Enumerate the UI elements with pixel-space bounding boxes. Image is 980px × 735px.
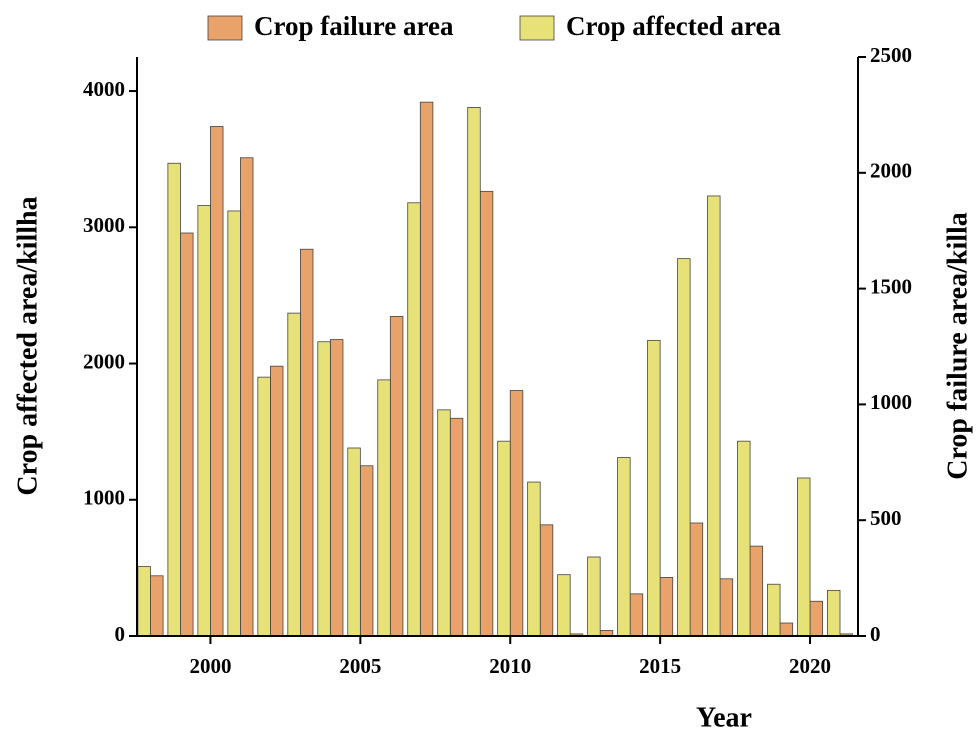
bar (617, 457, 631, 637)
x-tick-label: 2020 (789, 654, 831, 678)
legend-label: Crop affected area (566, 11, 781, 41)
bar (467, 107, 481, 637)
bar (257, 376, 271, 637)
bar (677, 258, 691, 637)
y2-tick-label: 0 (870, 622, 881, 646)
bar (497, 440, 511, 637)
x-tick-label: 2000 (189, 654, 231, 678)
y-tick-label: 0 (115, 622, 126, 646)
y2-axis-label: Crop failure area/killa (942, 212, 973, 480)
bar (167, 162, 181, 637)
bar (827, 589, 841, 637)
y2-tick-label: 1000 (870, 390, 912, 414)
y-tick-label: 2000 (83, 349, 125, 373)
x-tick-label: 2005 (339, 654, 381, 678)
bar (779, 622, 794, 637)
bar (527, 481, 541, 637)
y-tick-label: 4000 (83, 77, 125, 101)
bar (647, 339, 661, 637)
bar (347, 447, 361, 637)
bar (407, 202, 421, 637)
bar (509, 390, 524, 637)
legend-swatch (207, 15, 243, 41)
y2-tick-label: 2500 (870, 43, 912, 67)
y-tick-label: 1000 (83, 486, 125, 510)
bar (317, 341, 331, 637)
bar (797, 477, 811, 637)
bar (737, 440, 751, 637)
bar (210, 126, 224, 637)
bar (437, 409, 451, 637)
bar (557, 574, 571, 637)
bar (227, 210, 241, 637)
bar (419, 101, 434, 637)
bar (707, 195, 721, 637)
bar (389, 315, 404, 637)
bar (809, 600, 824, 637)
bar (240, 157, 254, 637)
bar (749, 545, 764, 637)
legend-swatch (519, 15, 555, 41)
bar (629, 593, 644, 637)
bar (767, 583, 781, 637)
bar (587, 556, 601, 637)
bar (659, 577, 674, 637)
bar (197, 205, 211, 637)
bar (449, 417, 464, 637)
y-axis-label: Crop affected area/killha (12, 196, 43, 495)
bar (270, 365, 284, 637)
bar (479, 190, 494, 637)
bar (329, 339, 344, 637)
bar (377, 379, 391, 637)
bar (359, 465, 374, 637)
x-tick-label: 2010 (489, 654, 531, 678)
bar (287, 312, 301, 637)
bar (539, 524, 554, 637)
y-tick-label: 3000 (83, 213, 125, 237)
y2-tick-label: 500 (870, 506, 902, 530)
x-axis-label: Year (696, 702, 752, 733)
legend-label: Crop failure area (254, 11, 454, 41)
bar (150, 575, 164, 637)
x-tick-label: 2015 (639, 654, 681, 678)
bar (719, 578, 734, 637)
bar (180, 232, 194, 637)
bar (137, 566, 151, 637)
y2-tick-label: 1500 (870, 274, 912, 298)
bar (299, 248, 314, 637)
y2-tick-label: 2000 (870, 159, 912, 183)
bar (689, 522, 704, 637)
